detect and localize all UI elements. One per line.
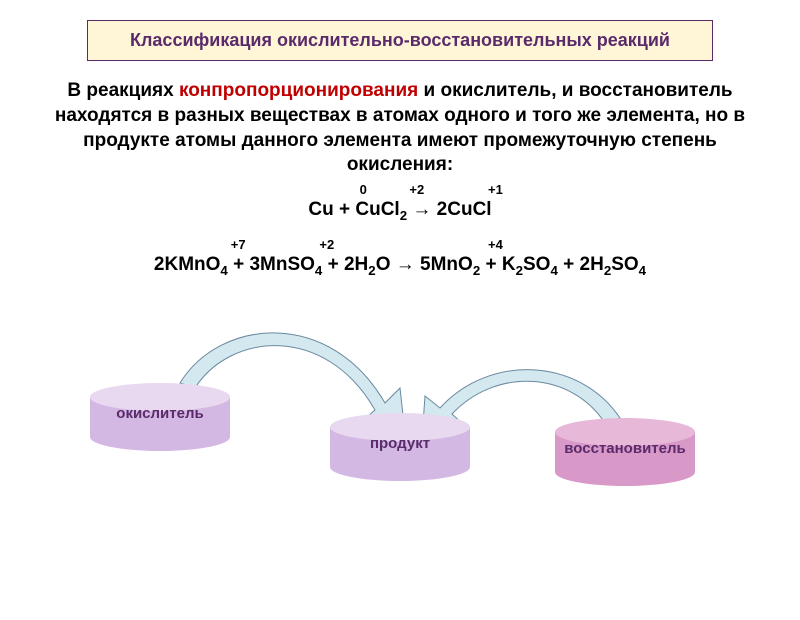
- ox-state: 0: [343, 182, 383, 197]
- ox-state: +4: [385, 237, 605, 252]
- oxidizer-label: окислитель: [90, 405, 230, 422]
- ox-state: +1: [450, 182, 540, 197]
- desc-redword: конпропорционирования: [179, 80, 418, 101]
- title-text: Классификация окислительно-восстановител…: [130, 30, 670, 50]
- equation-2-oxstates: +7 +2 +4: [0, 237, 800, 252]
- reducer-label: восстановитель: [555, 440, 695, 457]
- desc-prefix: В реакциях: [67, 80, 179, 101]
- ox-state: +2: [272, 237, 382, 252]
- equation-1-oxstates: 0 +2 +1: [0, 182, 800, 197]
- ox-state: +2: [387, 182, 447, 197]
- equation-1: 0 +2 +1 Cu + CuCl2 → 2CuCl: [0, 182, 800, 223]
- product-label: продукт: [330, 435, 470, 452]
- ox-state: +7: [208, 237, 268, 252]
- diagram: окислитель продукт восстановитель: [0, 288, 800, 488]
- description: В реакциях конпропорционирования и окисл…: [40, 79, 760, 178]
- equation-2-formula: 2KMnO4 + 3MnSO4 + 2H2O → 5MnO2 + K2SO4 +…: [0, 254, 800, 278]
- title-box: Классификация окислительно-восстановител…: [87, 20, 713, 61]
- equation-2: +7 +2 +4 2KMnO4 + 3MnSO4 + 2H2O → 5MnO2 …: [0, 237, 800, 278]
- equation-1-formula: Cu + CuCl2 → 2CuCl: [0, 199, 800, 223]
